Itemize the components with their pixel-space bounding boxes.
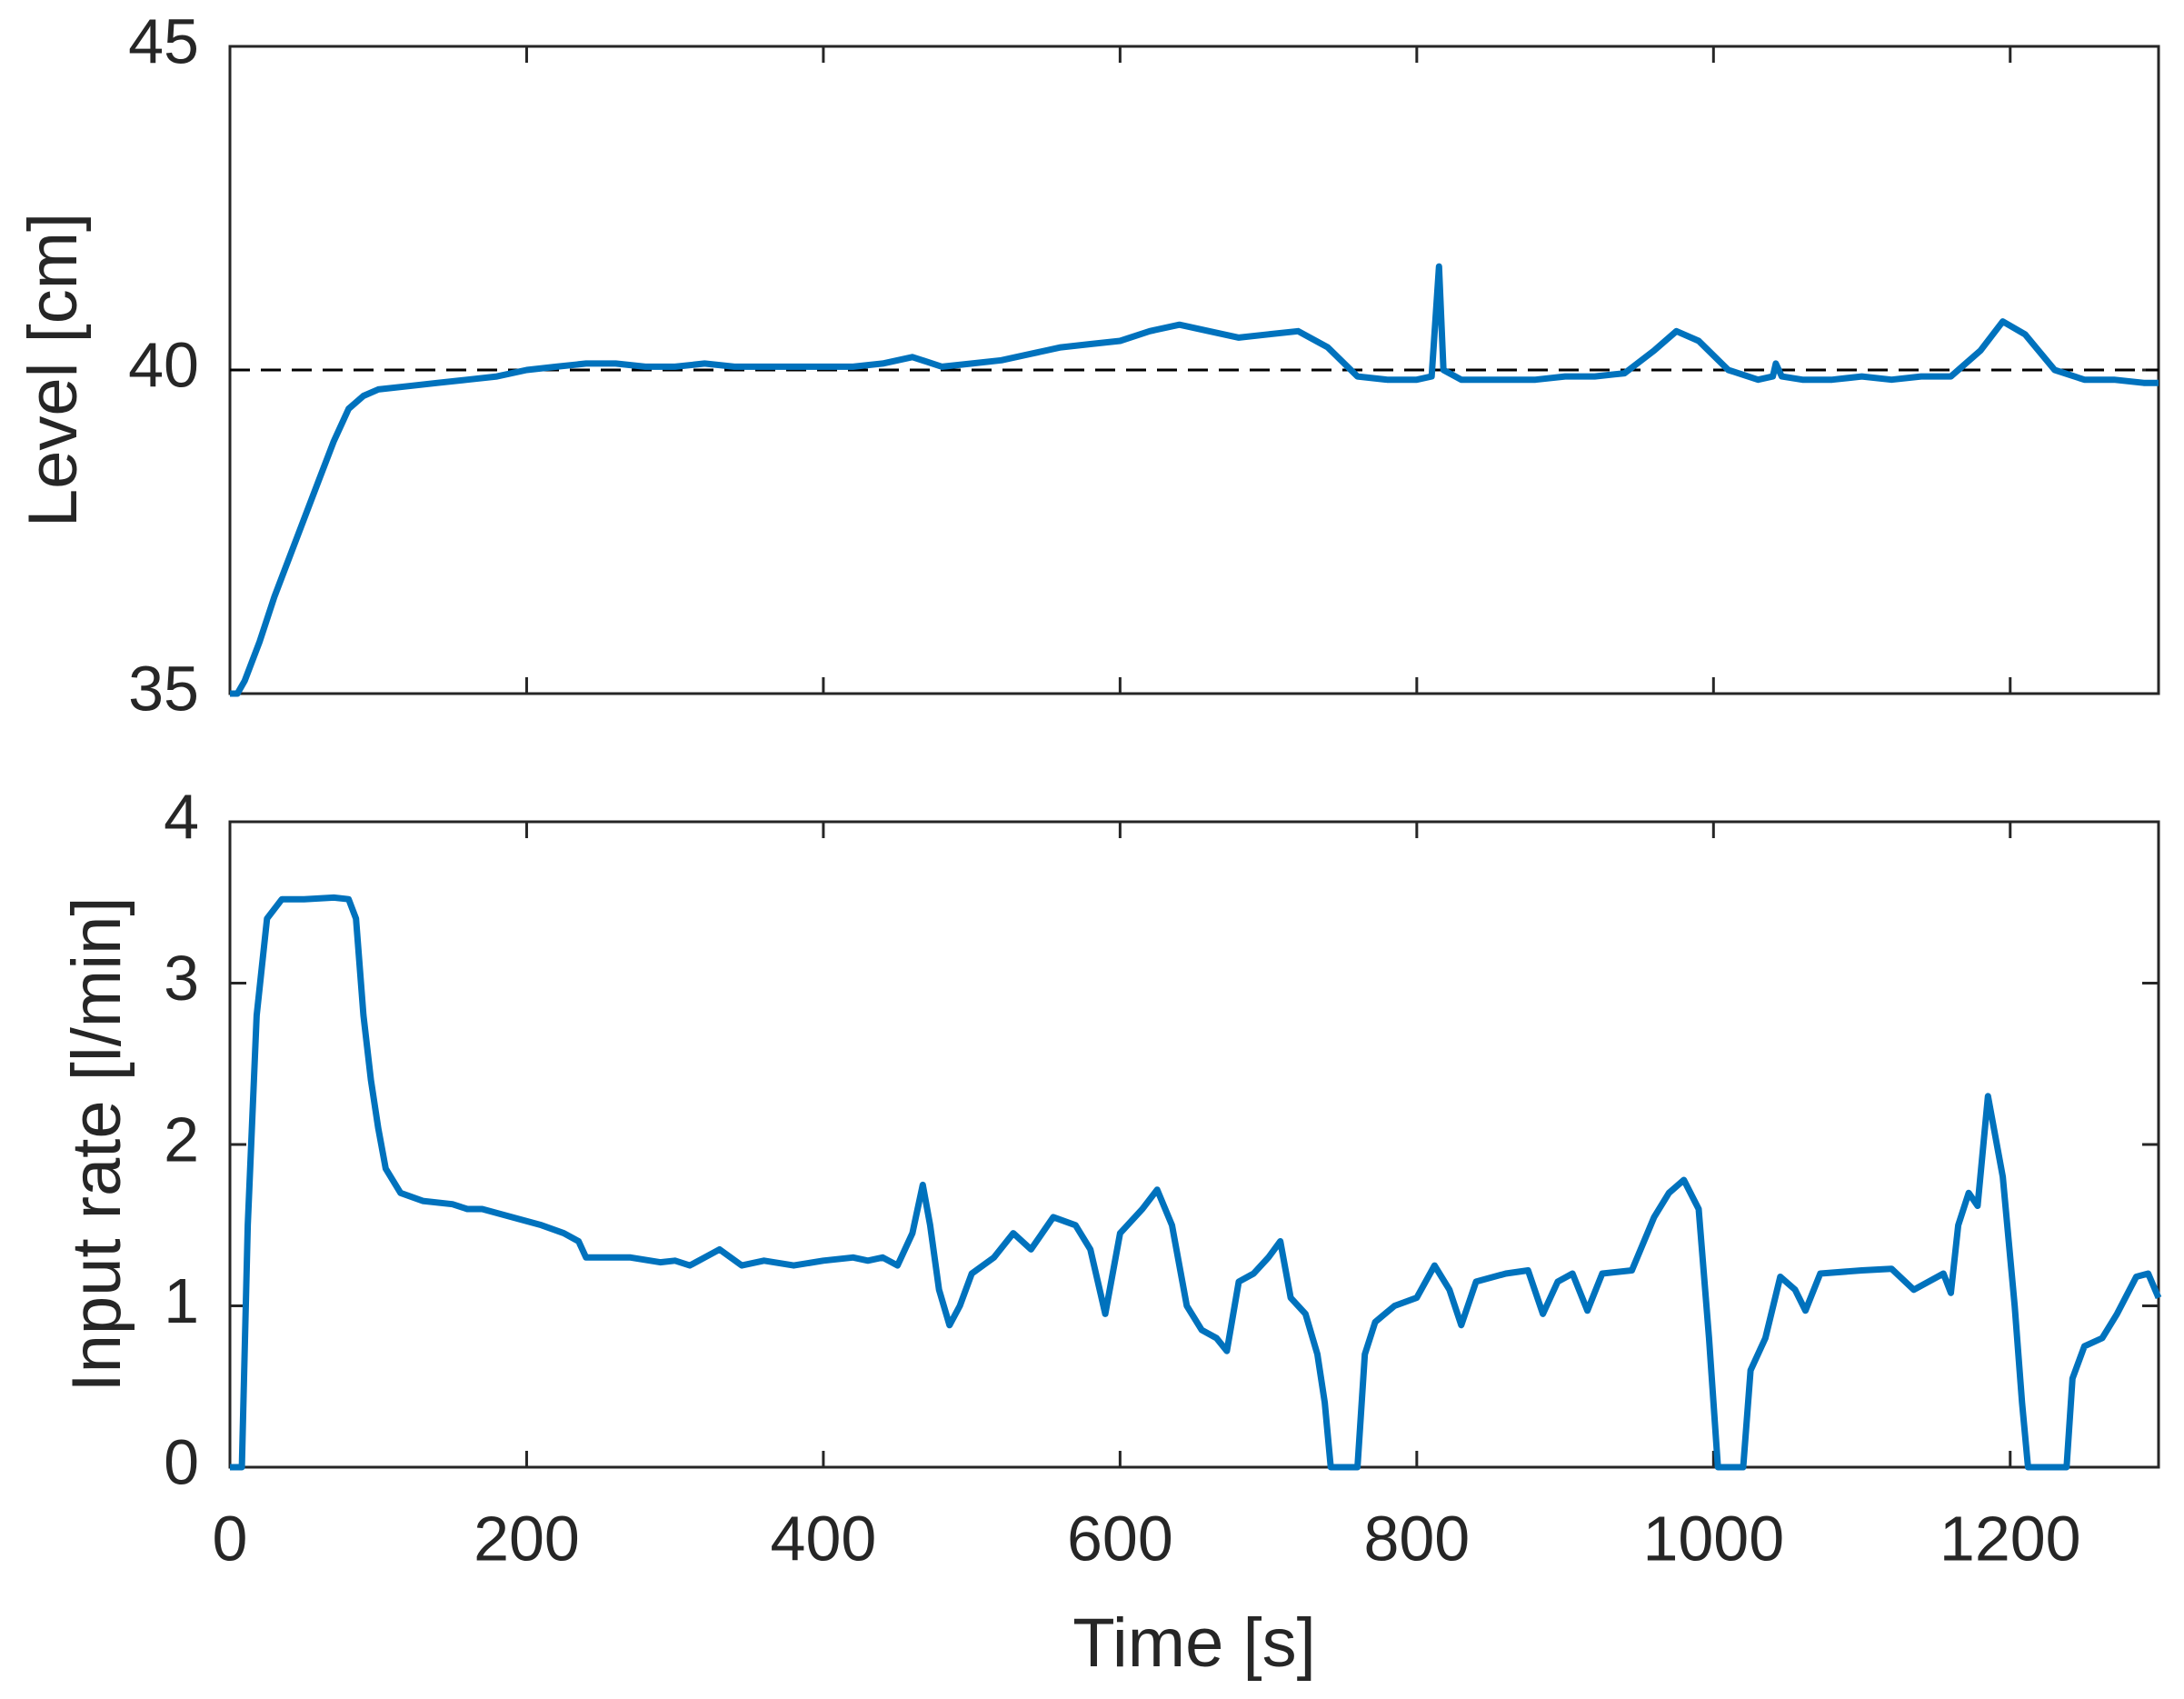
x-tick-label: 600 (1067, 1503, 1173, 1574)
x-tick-label: 0 (213, 1503, 248, 1574)
data-line (230, 263, 2159, 697)
y-tick-label: 0 (164, 1426, 199, 1497)
y-tick-label: 2 (164, 1104, 199, 1174)
x-axis-label: Time [s] (1072, 1604, 1315, 1682)
y-axis-label: Level [cm] (15, 213, 92, 527)
y-tick-label: 35 (128, 653, 199, 724)
y-tick-label: 3 (164, 943, 199, 1014)
x-tick-label: 400 (771, 1503, 877, 1574)
y-axis-label: Input rate [l/min] (58, 897, 135, 1393)
x-tick-label: 1000 (1642, 1503, 1784, 1574)
axes-box (228, 820, 2160, 1469)
y-tick-label: 4 (164, 781, 199, 852)
y-tick-label: 1 (164, 1265, 199, 1336)
x-tick-label: 800 (1363, 1503, 1470, 1574)
x-tick-label: 1200 (1940, 1503, 2081, 1574)
y-tick-label: 40 (128, 329, 199, 400)
x-tick-label: 200 (474, 1503, 580, 1574)
y-tick-label: 45 (128, 5, 199, 76)
data-line (230, 894, 2162, 1471)
